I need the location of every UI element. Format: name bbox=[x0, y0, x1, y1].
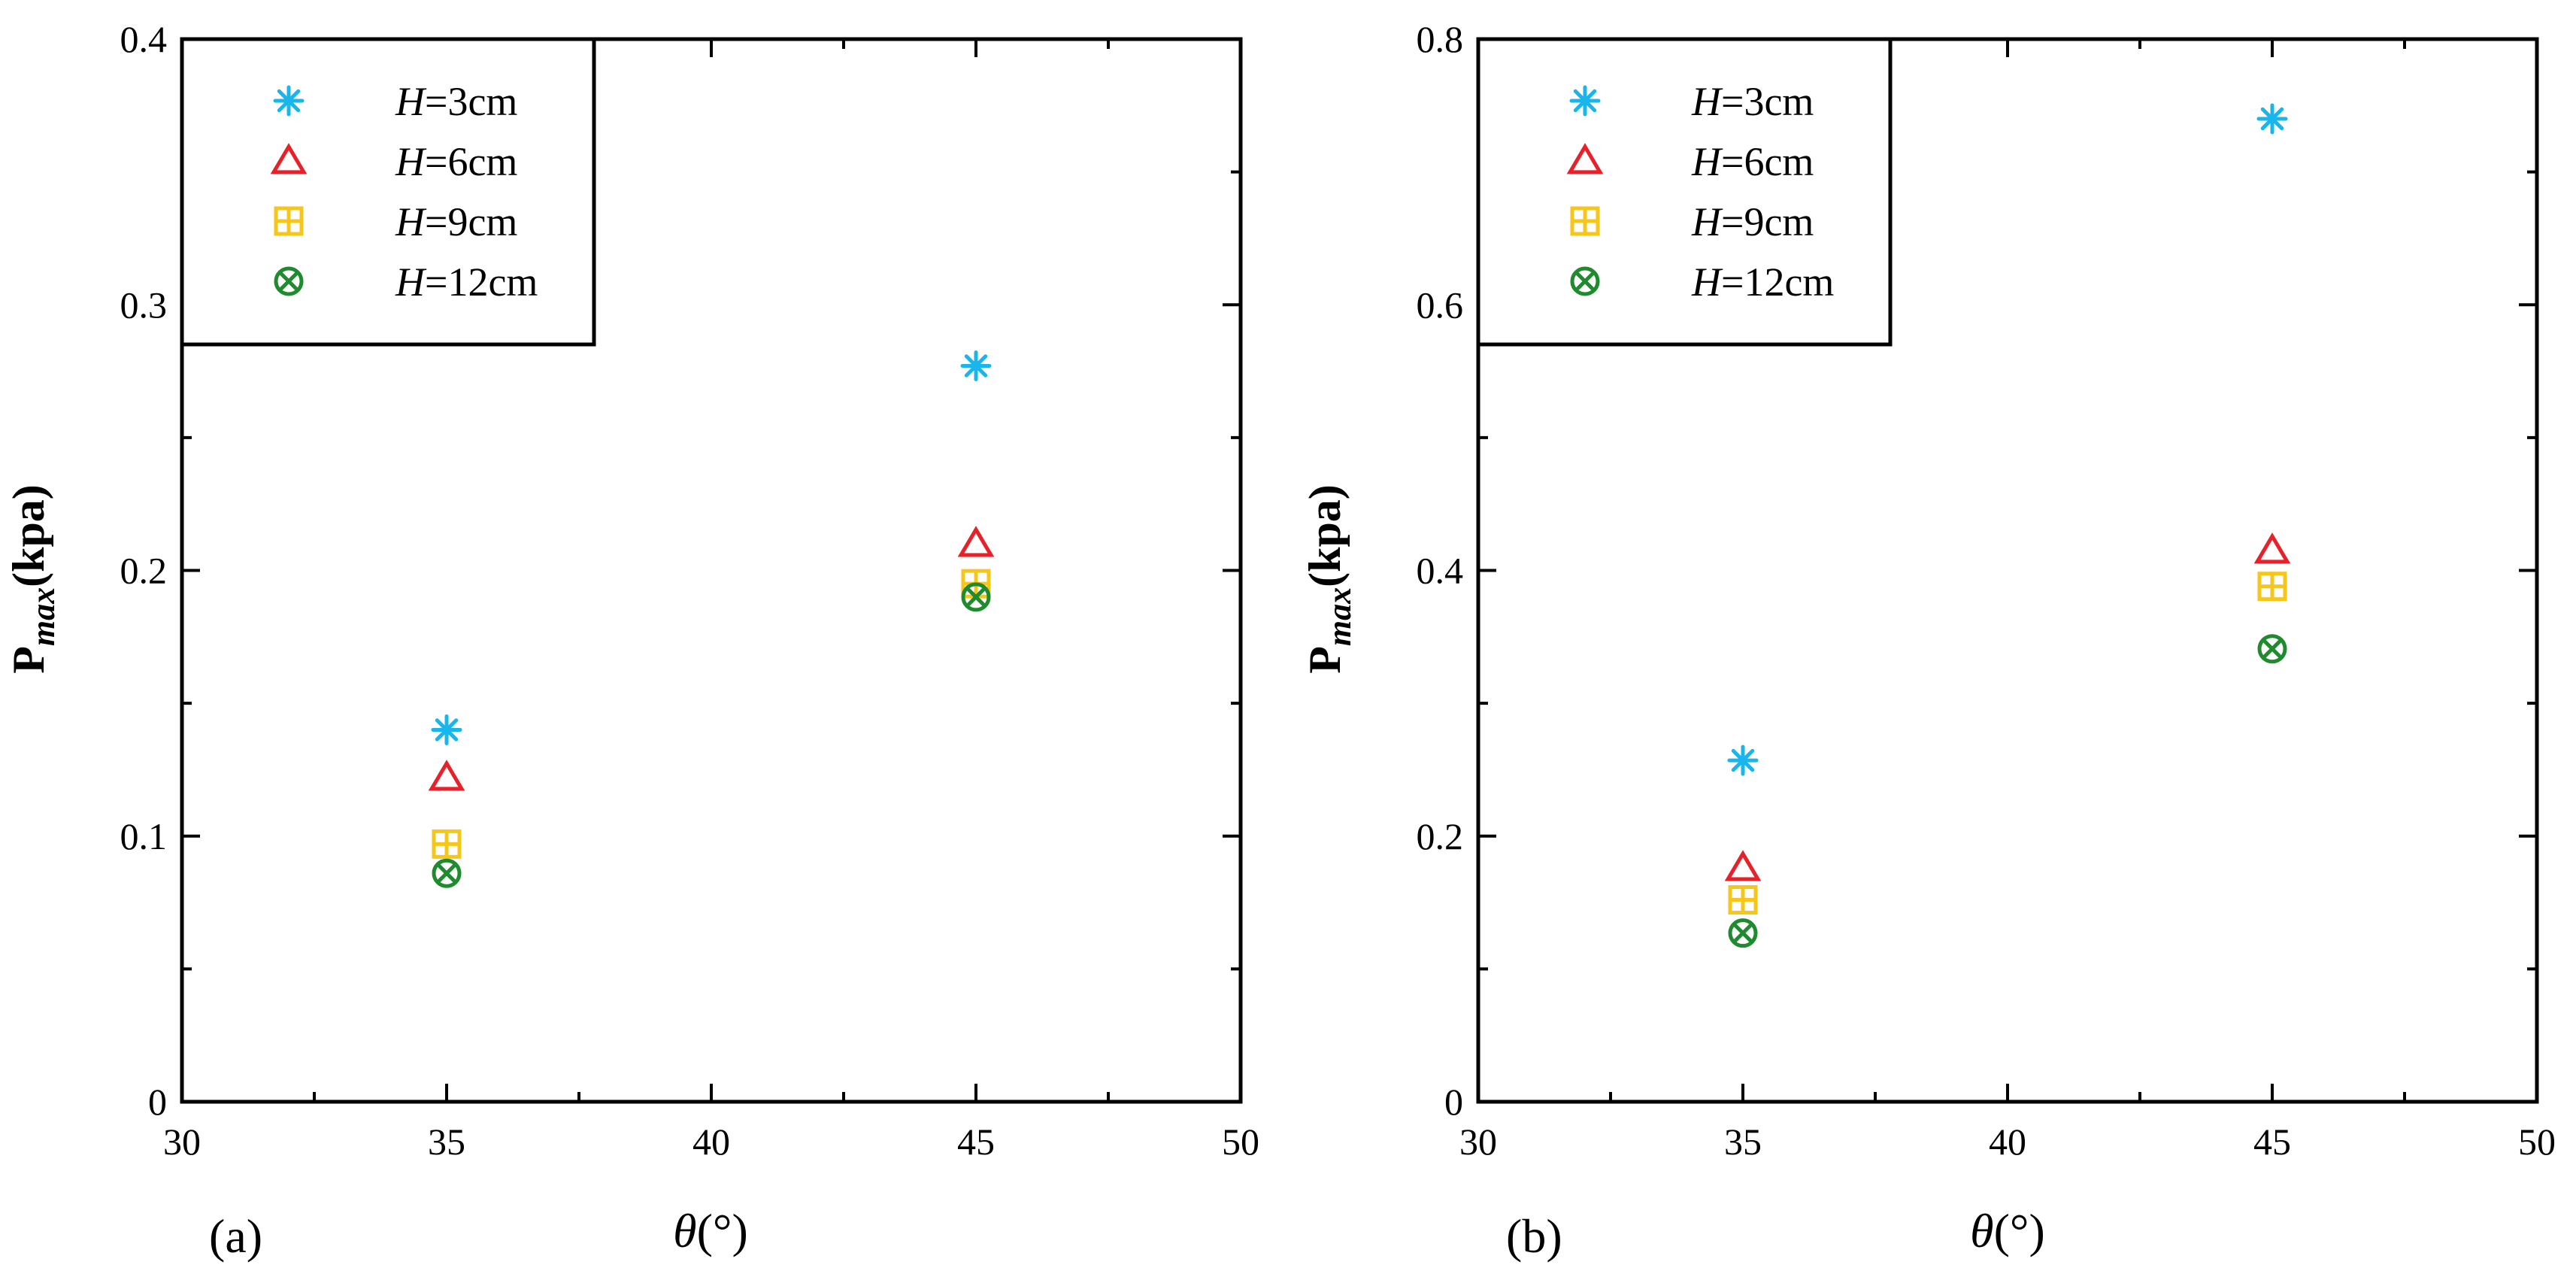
data-point-h-6cm bbox=[1724, 850, 1762, 881]
legend-entry: H=9cm bbox=[1570, 199, 1814, 244]
y-tick-label: 0.4 bbox=[120, 18, 168, 60]
x-tick-label: 40 bbox=[692, 1121, 730, 1163]
data-point-h-9cm bbox=[432, 829, 462, 859]
x-tick-label: 35 bbox=[428, 1121, 465, 1163]
y-tick-label: 0.8 bbox=[1417, 18, 1464, 60]
legend-marker bbox=[273, 85, 305, 117]
legend-box bbox=[180, 37, 596, 347]
panel-label: (a) bbox=[209, 1209, 262, 1263]
x-tick-label: 30 bbox=[163, 1121, 201, 1163]
y-axis-label-sub: max bbox=[1321, 587, 1358, 646]
legend-label: H=12cm bbox=[1691, 259, 1834, 305]
x-axis-label: θ(°) bbox=[673, 1204, 748, 1257]
data-point-h-12cm bbox=[1728, 918, 1758, 948]
legend-label: H=3cm bbox=[395, 79, 517, 124]
legend-entry: H=3cm bbox=[273, 79, 517, 124]
legend-label: H=3cm bbox=[1691, 79, 1814, 124]
data-point-h-3cm bbox=[431, 714, 462, 745]
x-tick-label: 30 bbox=[1459, 1121, 1497, 1163]
legend-label: H=6cm bbox=[1691, 139, 1814, 184]
data-point-h-12cm bbox=[2257, 634, 2287, 664]
x-axis-label-unit: (°) bbox=[1994, 1204, 2045, 1257]
chart-panel-b: Pmax(kpa) θ(°) (b) 30 35 40 45 50 0 0.2 0.4 0.6 0… bbox=[1300, 18, 2556, 1263]
y-axis-label-unit: (kpa) bbox=[4, 484, 53, 587]
data-point-h-6cm bbox=[957, 526, 995, 557]
legend-entry: H=6cm bbox=[1566, 139, 1814, 184]
chart-panel-a: Pmax(kpa) θ(°) (a) 30 35 40 45 50 0 0.1 0.2 0.3 0… bbox=[4, 18, 1259, 1263]
x-tick-label: 50 bbox=[2518, 1121, 2556, 1163]
x-tick-label: 45 bbox=[2253, 1121, 2291, 1163]
svg-text:Pmax(kpa): Pmax(kpa) bbox=[1300, 484, 1358, 674]
legend-marker bbox=[270, 143, 308, 174]
legend-marker bbox=[1570, 266, 1600, 296]
legend-marker bbox=[1569, 85, 1601, 117]
legend-marker bbox=[274, 266, 304, 296]
legend: H=3cm H=6cm H=9cm H=12cm bbox=[180, 37, 596, 347]
legend: H=3cm H=6cm H=9cm H=12cm bbox=[1476, 37, 1893, 347]
legend-label: H=12cm bbox=[395, 259, 538, 305]
x-tick-label: 40 bbox=[1989, 1121, 2026, 1163]
x-tick-label: 50 bbox=[1222, 1121, 1259, 1163]
y-axis-label-sub: max bbox=[25, 587, 62, 646]
legend-entry: H=12cm bbox=[1570, 259, 1834, 305]
data-point-h-9cm bbox=[1728, 885, 1758, 915]
x-tick-label: 35 bbox=[1724, 1121, 1762, 1163]
data-point-h-6cm bbox=[428, 760, 465, 791]
svg-text:Pmax(kpa): Pmax(kpa) bbox=[4, 484, 62, 674]
y-tick-label: 0.2 bbox=[120, 550, 168, 592]
x-tick-label: 45 bbox=[957, 1121, 995, 1163]
legend-label: H=6cm bbox=[395, 139, 517, 184]
y-axis-label-unit: (kpa) bbox=[1300, 484, 1350, 587]
y-tick-label: 0.2 bbox=[1417, 815, 1464, 857]
y-tick-label: 0 bbox=[1444, 1081, 1463, 1123]
x-axis-label-unit: (°) bbox=[697, 1204, 748, 1257]
x-axis-label-symbol: θ bbox=[673, 1204, 696, 1257]
x-axis-label: θ(°) bbox=[1970, 1204, 2045, 1257]
data-point-h-9cm bbox=[2257, 572, 2287, 602]
legend-label: H=9cm bbox=[1691, 199, 1814, 244]
y-tick-label: 0.3 bbox=[120, 284, 168, 326]
data-point-h-12cm bbox=[961, 582, 991, 612]
y-tick-label: 0.1 bbox=[120, 815, 168, 857]
legend-label: H=9cm bbox=[395, 199, 517, 244]
y-axis-label: Pmax(kpa) bbox=[4, 484, 62, 674]
y-tick-label: 0 bbox=[148, 1081, 167, 1123]
y-axis-label-base: P bbox=[1300, 646, 1350, 674]
legend-entry: H=12cm bbox=[274, 259, 538, 305]
data-point-h-3cm bbox=[1727, 745, 1759, 776]
x-axis-label-symbol: θ bbox=[1970, 1204, 1993, 1257]
legend-box bbox=[1476, 37, 1893, 347]
data-point-h-3cm bbox=[960, 350, 992, 381]
legend-marker bbox=[274, 206, 304, 236]
legend-marker bbox=[1570, 206, 1600, 236]
y-axis-label: Pmax(kpa) bbox=[1300, 484, 1358, 674]
legend-entry: H=9cm bbox=[274, 199, 517, 244]
data-point-h-12cm bbox=[432, 858, 462, 888]
y-tick-label: 0.4 bbox=[1417, 550, 1464, 592]
data-point-h-3cm bbox=[2256, 103, 2288, 135]
data-point-h-6cm bbox=[2253, 532, 2291, 564]
legend-marker bbox=[1566, 143, 1604, 174]
y-axis-label-base: P bbox=[4, 646, 53, 674]
y-tick-label: 0.6 bbox=[1417, 284, 1464, 326]
legend-entry: H=6cm bbox=[270, 139, 517, 184]
legend-entry: H=3cm bbox=[1569, 79, 1814, 124]
panel-label: (b) bbox=[1506, 1209, 1562, 1263]
